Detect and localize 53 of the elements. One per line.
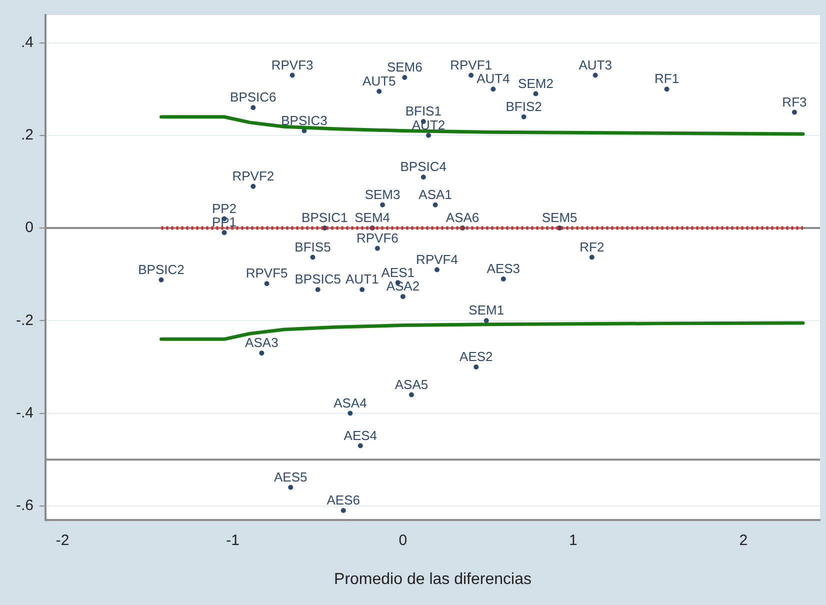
data-label: BPSIC2 bbox=[138, 262, 184, 277]
data-label: RPVF4 bbox=[416, 252, 458, 267]
data-label: ASA4 bbox=[334, 395, 367, 410]
data-label: AES5 bbox=[274, 469, 308, 484]
data-label: RF2 bbox=[580, 239, 604, 254]
x-tick-label: -1 bbox=[226, 532, 240, 549]
data-label: BPSIC6 bbox=[230, 90, 276, 105]
data-label: SEM2 bbox=[518, 76, 554, 91]
data-label: AUT4 bbox=[476, 71, 510, 86]
data-label: SEM5 bbox=[542, 210, 578, 226]
data-label: SEM6 bbox=[386, 60, 422, 75]
data-label: RPVF6 bbox=[356, 230, 398, 246]
data-label: AES4 bbox=[344, 428, 378, 443]
data-label: AUT3 bbox=[578, 57, 612, 72]
data-label: ASA6 bbox=[446, 210, 480, 226]
data-label: SEM4 bbox=[354, 210, 390, 226]
x-axis-title: Promedio de las diferencias bbox=[334, 570, 532, 588]
data-label: SEM1 bbox=[468, 302, 504, 318]
data-label: BPSIC5 bbox=[294, 272, 341, 287]
data-label: PP2 bbox=[212, 200, 237, 216]
data-label: BFIS5 bbox=[294, 239, 331, 254]
data-label: ASA3 bbox=[245, 335, 278, 350]
data-label: BPSIC3 bbox=[281, 112, 328, 128]
data-label: AES6 bbox=[326, 492, 360, 508]
data-label: ASA5 bbox=[394, 376, 428, 392]
data-label: AUT5 bbox=[362, 73, 396, 88]
data-label: RF3 bbox=[782, 94, 807, 110]
data-label: AES3 bbox=[486, 261, 520, 276]
data-label: ASA1 bbox=[418, 186, 452, 202]
y-tick-label: -.2 bbox=[16, 312, 34, 329]
data-label: AUT2 bbox=[412, 117, 446, 132]
y-tick-label: -.4 bbox=[16, 404, 34, 422]
x-tick-label: -2 bbox=[56, 532, 70, 549]
y-tick-label: .2 bbox=[20, 126, 34, 144]
x-tick-label: 0 bbox=[398, 532, 408, 549]
y-tick-label: 0 bbox=[25, 219, 34, 236]
data-label: RPVF5 bbox=[246, 266, 288, 281]
data-label: AES1 bbox=[381, 264, 414, 280]
data-label: RPVF3 bbox=[271, 57, 314, 72]
data-label: BFIS2 bbox=[506, 98, 542, 114]
data-label: RF1 bbox=[654, 71, 680, 86]
x-tick-label: 2 bbox=[739, 532, 748, 549]
y-tick-label: -.6 bbox=[16, 497, 34, 514]
data-label: AUT1 bbox=[345, 272, 379, 287]
data-label: AES2 bbox=[460, 349, 493, 364]
data-label: SEM3 bbox=[364, 186, 400, 202]
y-tick-label: .4 bbox=[20, 34, 34, 51]
data-label: BFIS1 bbox=[405, 104, 442, 119]
data-label: RPVF2 bbox=[232, 168, 274, 184]
data-label: BPSIC1 bbox=[302, 210, 348, 226]
data-label: RPVF1 bbox=[450, 57, 492, 72]
x-tick-label: 1 bbox=[569, 532, 578, 549]
data-label: BPSIC4 bbox=[400, 159, 447, 174]
